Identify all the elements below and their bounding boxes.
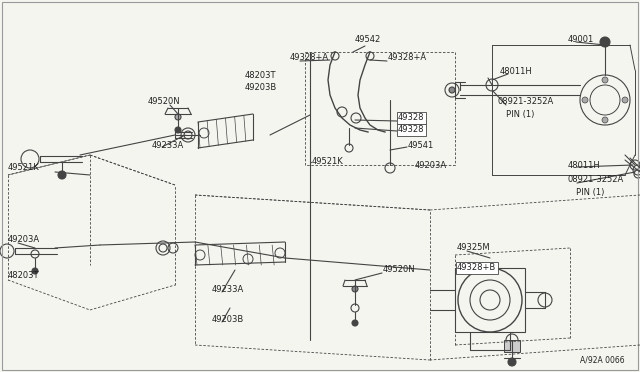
Text: 49520N: 49520N [148,97,180,106]
Text: 48011H: 48011H [568,160,601,170]
Text: 49233A: 49233A [152,141,184,150]
Circle shape [508,358,516,366]
Text: 08921-3252A: 08921-3252A [568,176,624,185]
Text: 49328+A: 49328+A [388,54,427,62]
Circle shape [175,114,181,120]
Text: PIN (1): PIN (1) [506,110,534,119]
Circle shape [622,97,628,103]
Text: 49203A: 49203A [8,235,40,244]
Text: 49233A: 49233A [212,285,244,295]
Text: 48203T: 48203T [245,71,276,80]
Circle shape [602,117,608,123]
Text: 49001: 49001 [568,35,595,45]
Circle shape [449,87,455,93]
Text: 49203B: 49203B [212,315,244,324]
Circle shape [600,37,610,47]
Text: 49328+B: 49328+B [457,263,496,273]
Text: 49328: 49328 [398,113,424,122]
Text: 49203A: 49203A [415,160,447,170]
Bar [504,340,520,352]
Text: 49325M: 49325M [457,244,491,253]
Text: A/92A 0066: A/92A 0066 [580,356,625,365]
Circle shape [58,171,66,179]
Text: 49328+A: 49328+A [290,54,329,62]
Bar [455,268,525,332]
Text: 49203B: 49203B [245,83,277,93]
Text: PIN (1): PIN (1) [576,189,604,198]
Circle shape [175,127,181,133]
Text: 49521K: 49521K [8,164,40,173]
Circle shape [582,97,588,103]
Circle shape [602,77,608,83]
Text: 49542: 49542 [355,35,381,45]
Circle shape [352,286,358,292]
Text: 49520N: 49520N [383,266,415,275]
Circle shape [32,268,38,274]
Text: 48203T: 48203T [8,270,40,279]
Text: 49541: 49541 [408,141,435,150]
Text: 48011H: 48011H [500,67,532,77]
Text: 49521K: 49521K [312,157,344,167]
Circle shape [352,320,358,326]
Text: 08921-3252A: 08921-3252A [498,97,554,106]
Text: 49328: 49328 [398,125,424,135]
